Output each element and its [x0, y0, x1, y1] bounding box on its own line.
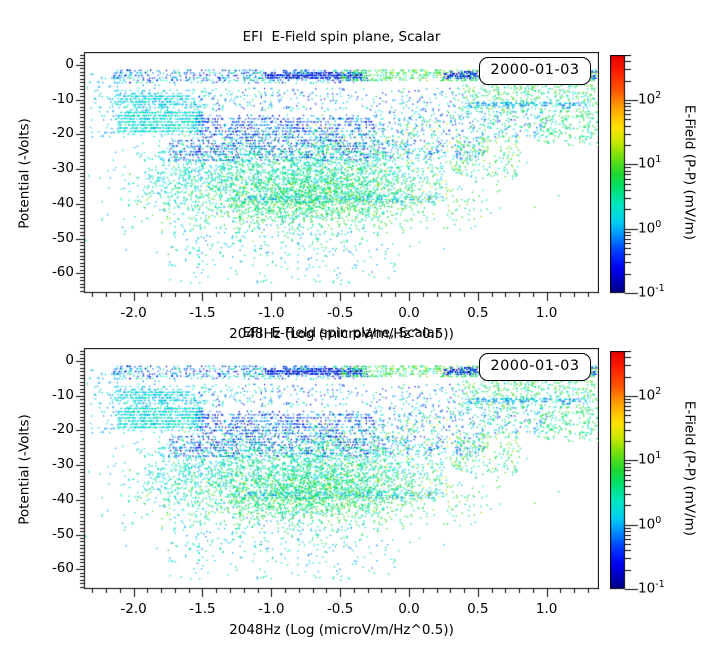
panel-top: EFI E-Field spin plane, Scalar 2000-01-0… — [17, 29, 698, 342]
colorbar-tick-label: 10-1 — [638, 283, 665, 301]
date-annotation: 2000-01-03 — [479, 353, 591, 381]
colorbar — [610, 55, 650, 295]
y-tick-label: -10 — [51, 90, 74, 107]
x-tick-label: 1.0 — [535, 305, 558, 321]
x-tick-label: -2.0 — [120, 601, 147, 617]
y-tick-label: -40 — [51, 194, 74, 211]
x-tick-label: -1.0 — [258, 305, 285, 321]
scatter-plot-canvas — [74, 52, 599, 304]
colorbar-tick-label: 101 — [638, 450, 662, 468]
x-axis-label: 2048Hz (Log (microV/m/Hz^0.5)) — [229, 326, 454, 342]
y-tick-label: -30 — [51, 456, 74, 473]
y-tick-label: -30 — [51, 160, 74, 177]
x-tick-label: -1.0 — [258, 601, 285, 617]
x-tick-label: 0.5 — [467, 305, 489, 321]
colorbar — [610, 351, 650, 591]
colorbar-tick-label: 100 — [638, 514, 662, 533]
y-tick-label: 0 — [65, 352, 74, 368]
colorbar-label: E-Field (P-P) (mV/m) — [681, 400, 698, 537]
colorbar-tick-label: 102 — [638, 386, 662, 404]
colorbar-label: E-Field (P-P) (mV/m) — [681, 104, 698, 241]
x-tick-label: 0.0 — [398, 601, 420, 617]
colorbar-tick-label: 10-1 — [638, 579, 665, 597]
y-tick-label: -20 — [51, 125, 74, 142]
y-tick-label: -10 — [51, 386, 74, 403]
colorbar-tick-label: 101 — [638, 154, 662, 172]
colorbar-tick-label: 100 — [638, 218, 662, 237]
x-tick-label: -0.5 — [326, 305, 354, 321]
x-tick-label: 1.0 — [535, 601, 558, 617]
x-tick-label: 0.5 — [467, 601, 489, 617]
y-tick-label: -50 — [51, 229, 74, 246]
y-tick-label: -60 — [51, 560, 74, 577]
y-tick-label: -40 — [51, 490, 74, 507]
x-tick-label: -2.0 — [120, 305, 147, 321]
colorbar-tick-label: 102 — [638, 90, 662, 108]
y-tick-label: -50 — [51, 525, 74, 542]
x-tick-label: -1.5 — [189, 305, 216, 321]
plot-title: EFI E-Field spin plane, Scalar — [242, 29, 441, 45]
x-axis-label: 2048Hz (Log (microV/m/Hz^0.5)) — [229, 622, 454, 638]
y-tick-label: 0 — [65, 56, 74, 72]
plot-title: EFI E-Field spin plane, Scalar — [242, 325, 441, 341]
date-annotation: 2000-01-03 — [479, 57, 591, 85]
x-tick-label: -1.5 — [189, 601, 216, 617]
y-tick-label: -20 — [51, 421, 74, 438]
y-tick-label: -60 — [51, 264, 74, 281]
x-tick-label: -0.5 — [326, 601, 354, 617]
scatter-plot-canvas — [74, 348, 599, 600]
panel-bottom: EFI E-Field spin plane, Scalar 2000-01-0… — [0, 296, 724, 646]
x-tick-label: 0.0 — [398, 305, 420, 321]
